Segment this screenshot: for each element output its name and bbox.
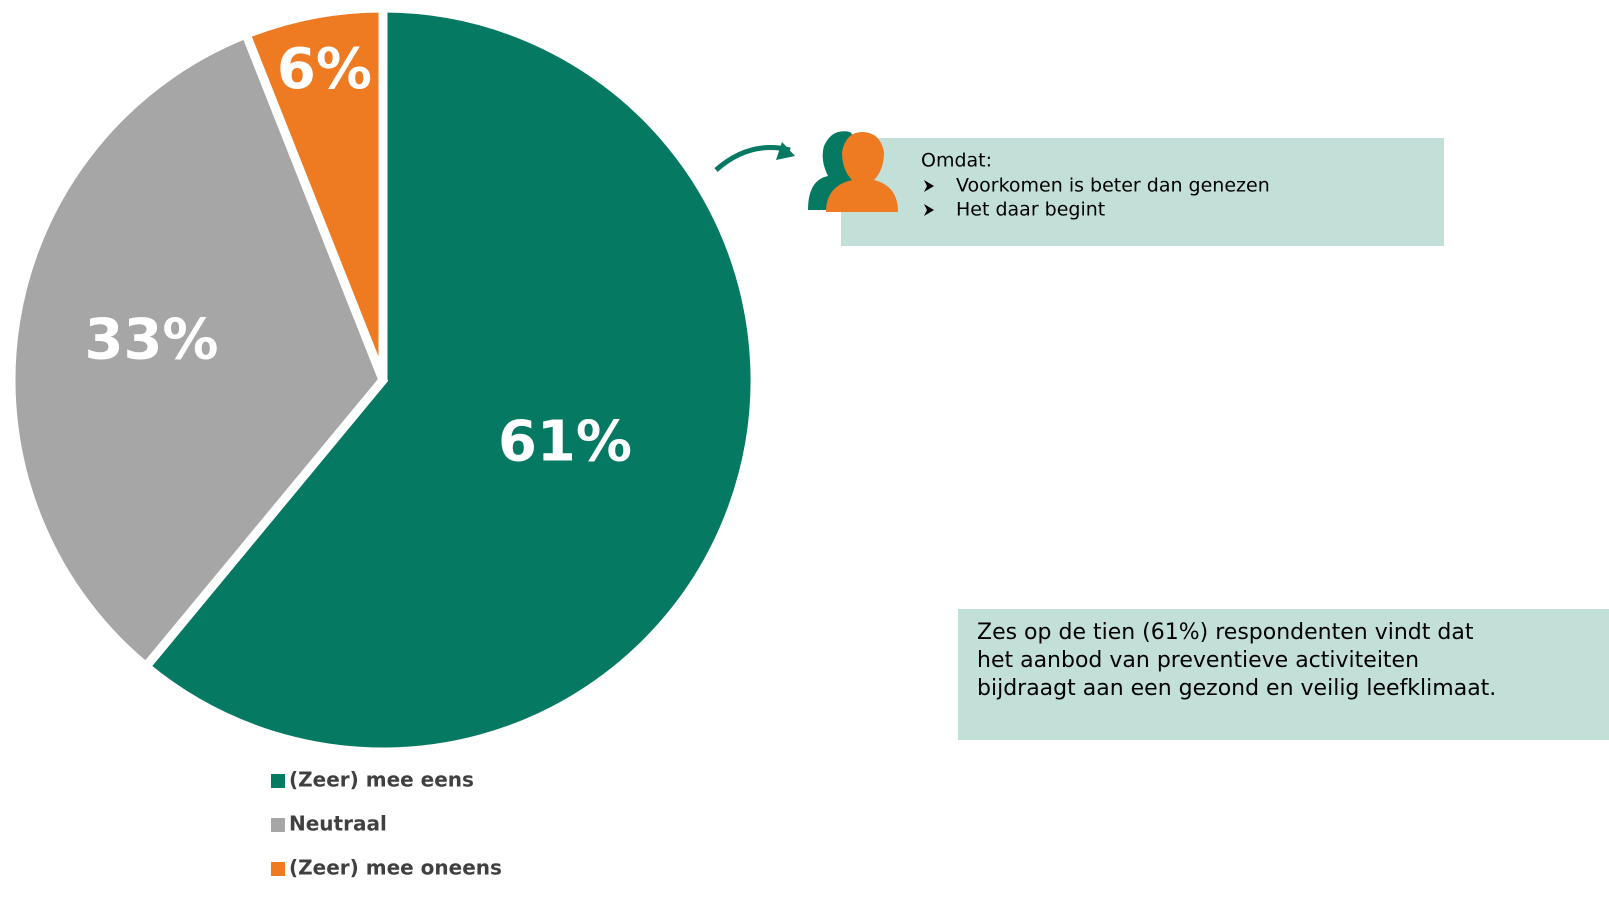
legend-swatch — [271, 862, 285, 876]
reason-title: Omdat: — [921, 150, 992, 172]
pie-slice — [240, 3, 388, 382]
legend-swatch — [271, 774, 285, 788]
legend-swatch — [271, 818, 285, 832]
pie-label: 6% — [277, 37, 372, 102]
summary-line: bijdraagt aan een gezond en veilig leefk… — [977, 676, 1496, 701]
pie-label: 61% — [498, 410, 632, 475]
arrow-head — [776, 142, 795, 160]
reason-box — [841, 138, 1444, 246]
pie-slice — [6, 28, 389, 673]
summary-line: Zes op de tien (61%) respondenten vindt … — [977, 620, 1474, 645]
bullet — [924, 180, 934, 192]
legend-label: (Zeer) mee eens — [289, 768, 474, 792]
legend-label: Neutraal — [289, 812, 387, 836]
pie-slice — [139, 3, 760, 757]
reason: Het daar begint — [956, 199, 1105, 221]
person-icon — [808, 131, 898, 212]
bullet — [924, 204, 934, 216]
pie-label: 33% — [85, 307, 219, 372]
summary-line: het aanbod van preventieve activiteiten — [977, 648, 1419, 673]
summary-box — [958, 609, 1609, 740]
reason: Voorkomen is beter dan genezen — [956, 175, 1270, 197]
legend-label: (Zeer) mee oneens — [289, 856, 502, 880]
